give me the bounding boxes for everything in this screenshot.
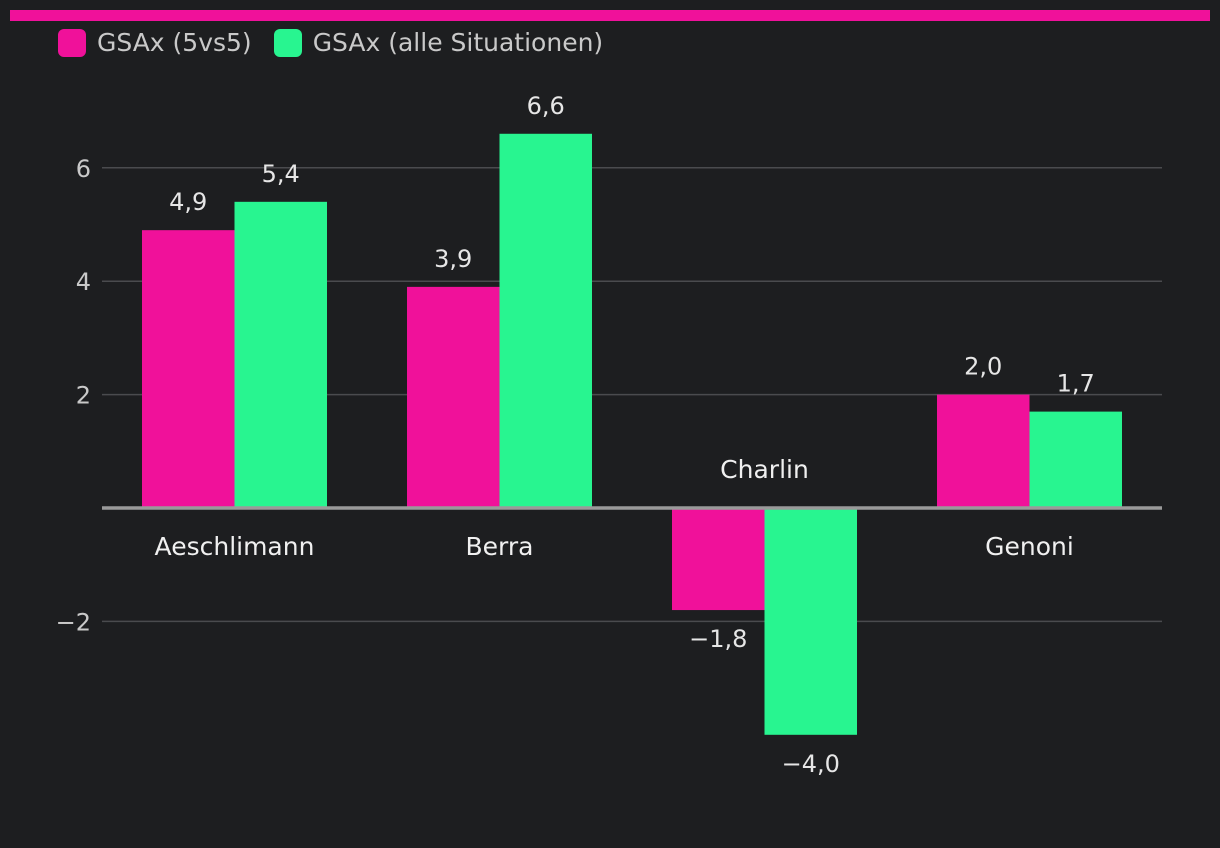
legend-item-alle-situationen[interactable]: GSAx (alle Situationen)	[273, 28, 604, 57]
data-label: 4,9	[169, 188, 207, 216]
data-label: −4,0	[782, 750, 840, 778]
data-label: −1,8	[689, 625, 747, 653]
x-category-label: Aeschlimann	[155, 532, 315, 561]
bar	[937, 394, 1030, 508]
data-label: 1,7	[1057, 370, 1095, 398]
bar	[1029, 411, 1122, 508]
data-label: 2,0	[964, 353, 1002, 381]
legend-item-5vs5[interactable]: GSAx (5vs5)	[58, 28, 252, 57]
legend-swatch-5vs5	[58, 28, 86, 57]
data-label: 5,4	[262, 160, 300, 188]
x-category-label: Berra	[466, 532, 534, 561]
top-accent-bar	[10, 10, 1210, 21]
y-tick-label: 2	[76, 382, 91, 410]
data-label: 3,9	[434, 245, 472, 273]
y-tick-label: 4	[76, 268, 91, 296]
bar	[234, 201, 327, 508]
bar	[407, 286, 500, 508]
legend-label-alle-situationen: GSAx (alle Situationen)	[312, 28, 604, 57]
x-category-label: Genoni	[985, 532, 1074, 561]
legend-swatch-alle-situationen	[273, 28, 302, 57]
data-label: 6,6	[527, 92, 565, 120]
bar	[672, 508, 765, 611]
y-tick-label: 6	[76, 155, 91, 183]
bar	[764, 508, 857, 735]
x-category-label: Charlin	[720, 455, 809, 484]
legend: GSAx (5vs5) GSAx (alle Situationen)	[58, 28, 603, 57]
bar	[142, 230, 235, 509]
legend-label-5vs5: GSAx (5vs5)	[97, 28, 252, 57]
y-tick-label: −2	[56, 608, 91, 636]
bar	[499, 133, 592, 508]
